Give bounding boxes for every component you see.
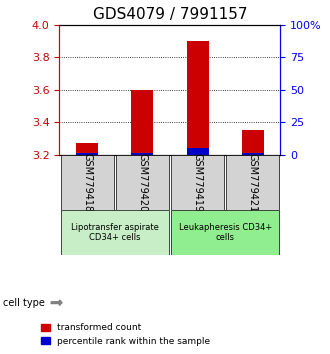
Text: Leukapheresis CD34+
cells: Leukapheresis CD34+ cells: [179, 223, 272, 242]
Bar: [226, 155, 280, 210]
Legend: transformed count, percentile rank within the sample: transformed count, percentile rank withi…: [38, 320, 214, 349]
Bar: [186, 41, 209, 155]
Bar: [60, 210, 169, 255]
Bar: [76, 153, 98, 155]
Bar: [131, 90, 153, 155]
Bar: [76, 143, 98, 155]
Text: GSM779419: GSM779419: [193, 153, 203, 212]
Bar: [242, 131, 264, 155]
Bar: [171, 155, 224, 210]
Title: GDS4079 / 7991157: GDS4079 / 7991157: [93, 7, 247, 22]
Text: GSM779421: GSM779421: [248, 153, 258, 212]
Text: Lipotransfer aspirate
CD34+ cells: Lipotransfer aspirate CD34+ cells: [71, 223, 159, 242]
Text: cell type: cell type: [3, 298, 45, 308]
Bar: [242, 153, 264, 155]
Bar: [131, 153, 153, 155]
Text: GSM779418: GSM779418: [82, 153, 92, 212]
Bar: [60, 155, 114, 210]
Bar: [171, 210, 280, 255]
Text: GSM779420: GSM779420: [137, 153, 147, 212]
Bar: [186, 148, 209, 155]
Bar: [116, 155, 169, 210]
